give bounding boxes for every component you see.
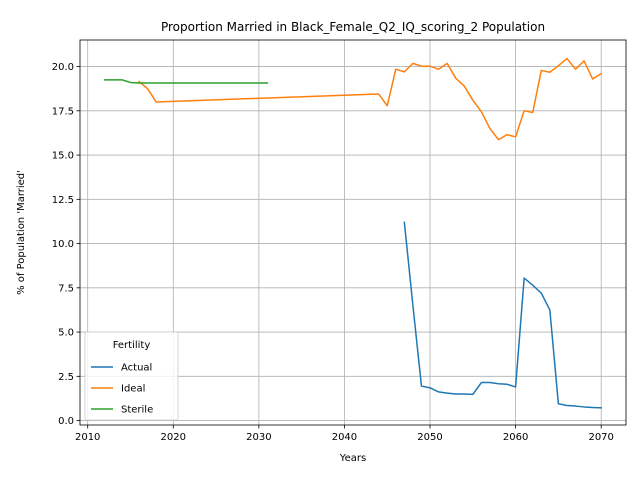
legend-label-ideal: Ideal (121, 384, 145, 395)
legend: Fertility Actual Ideal Sterile (84, 331, 179, 421)
series-lines (104, 57, 603, 409)
y-tick-label: 5.0 (58, 328, 74, 339)
y-axis-ticks: 0.0 2.5 5.0 7.5 10.0 12.5 15.0 17.5 20.0 (52, 62, 80, 427)
axes-frame (79, 39, 627, 426)
y-tick-label: 10.0 (52, 239, 74, 250)
x-tick-label: 2040 (332, 432, 357, 443)
legend-box (84, 331, 179, 421)
x-axis-ticks: 2010 2020 2030 2040 2050 2060 2070 (75, 425, 614, 443)
y-tick-label: 0.0 (58, 416, 74, 427)
legend-title: Fertility (113, 340, 151, 351)
x-tick-label: 2010 (75, 432, 100, 443)
y-tick-label: 2.5 (58, 372, 74, 383)
chart-title: Proportion Married in Black_Female_Q2_IQ… (161, 20, 545, 34)
x-tick-label: 2070 (588, 432, 613, 443)
legend-label-sterile: Sterile (121, 405, 153, 416)
x-tick-label: 2030 (246, 432, 271, 443)
x-tick-label: 2050 (417, 432, 442, 443)
x-axis-title: Years (339, 453, 366, 464)
legend-items: Actual Ideal Sterile (91, 363, 153, 416)
legend-label-actual: Actual (121, 363, 152, 374)
y-tick-label: 20.0 (52, 62, 74, 73)
y-tick-label: 15.0 (52, 151, 74, 162)
y-axis-title: % of Population 'Married' (16, 170, 27, 295)
series-line-actual (403, 221, 602, 409)
x-tick-label: 2020 (161, 432, 186, 443)
x-tick-label: 2060 (503, 432, 528, 443)
y-tick-label: 7.5 (58, 283, 74, 294)
series-line-sterile (104, 79, 269, 84)
y-tick-label: 17.5 (52, 106, 74, 117)
y-tick-label: 12.5 (52, 195, 74, 206)
series-line-ideal (137, 57, 603, 141)
